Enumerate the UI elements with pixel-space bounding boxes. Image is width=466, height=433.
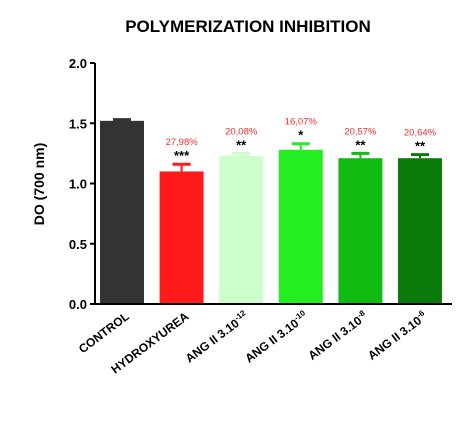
x-tick-label-6: ANG II 3.10-6 xyxy=(364,308,430,363)
chart-title: POLYMERIZATION INHIBITION xyxy=(125,17,371,36)
x-tick-label-5: ANG II 3.10-8 xyxy=(305,308,371,363)
plot-area: CONTROL***27,98%HYDROXYUREA**20,08%ANG I… xyxy=(69,56,452,377)
bar-2 xyxy=(159,171,204,304)
significance-label-3: ** xyxy=(236,137,247,152)
x-tick-label-4: ANG II 3.10-10 xyxy=(242,308,311,365)
percent-label-4: 16,07% xyxy=(285,117,318,128)
significance-label-6: ** xyxy=(415,139,426,154)
bar-3 xyxy=(219,155,264,304)
y-tick-label-1: 0.0 xyxy=(69,297,87,312)
y-tick-label-3: 1.0 xyxy=(69,177,87,192)
significance-label-2: *** xyxy=(174,148,190,163)
percent-label-2: 27,98% xyxy=(165,137,198,148)
bar-6 xyxy=(398,158,442,304)
y-tick-label-4: 1.5 xyxy=(69,116,87,131)
percent-label-5: 20,57% xyxy=(344,126,377,137)
y-axis-label: DO (700 nm) xyxy=(31,143,47,225)
bar-1 xyxy=(100,120,144,304)
x-tick-label-3: ANG II 3.10-12 xyxy=(182,308,251,365)
y-tick-label-5: 2.0 xyxy=(69,56,87,71)
percent-label-3: 20,08% xyxy=(225,126,258,137)
x-tick-label-1: CONTROL xyxy=(76,309,132,356)
significance-label-5: ** xyxy=(355,137,366,152)
y-tick-label-2: 0.5 xyxy=(69,237,87,252)
bar-5 xyxy=(338,158,383,304)
percent-label-6: 20,64% xyxy=(404,128,437,139)
bar-4 xyxy=(278,149,323,304)
significance-label-4: * xyxy=(298,128,304,143)
